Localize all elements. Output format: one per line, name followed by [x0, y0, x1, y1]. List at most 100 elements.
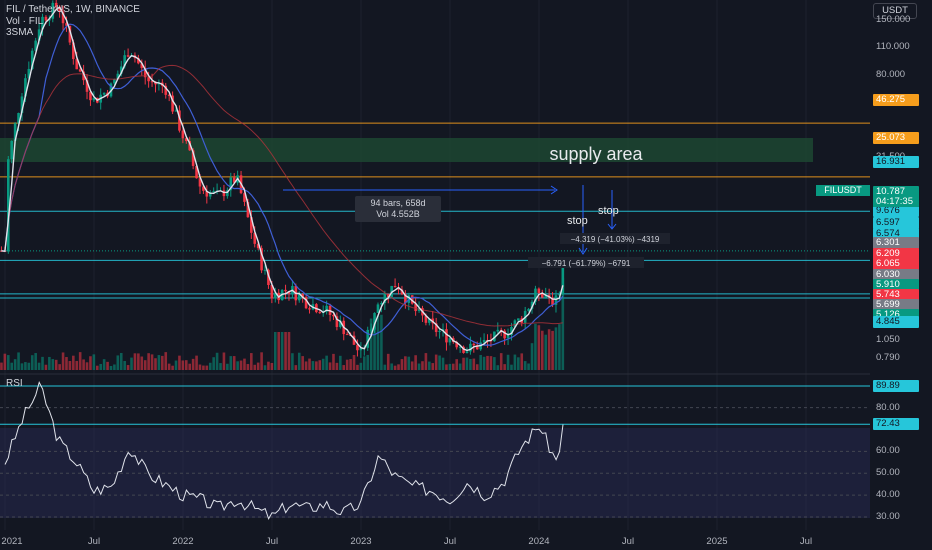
- measure-arrow-1: [578, 247, 588, 255]
- candle-body: [345, 334, 349, 336]
- volume-bar: [222, 352, 226, 370]
- candle-body: [503, 330, 506, 339]
- candle-body: [517, 318, 520, 321]
- candle-body: [318, 312, 322, 314]
- candle-body: [424, 315, 428, 323]
- volume-bar: [540, 330, 544, 370]
- sma-indicator-label[interactable]: 3SMA: [6, 27, 34, 38]
- volume-bar: [191, 358, 195, 370]
- time-axis-tick: 2022: [172, 536, 194, 547]
- volume-bar: [513, 354, 517, 370]
- date-range-box: [355, 196, 441, 222]
- price-marker-label: 9.676: [873, 205, 919, 217]
- candle-body: [92, 97, 96, 101]
- rsi-axis-tick: 30.00: [876, 511, 900, 522]
- volume-bar: [273, 332, 277, 370]
- price-marker-label: 10.787: [873, 186, 919, 198]
- candle-body: [184, 138, 188, 142]
- candle-body: [246, 201, 250, 218]
- volume-bar: [428, 361, 431, 370]
- volume-bar: [558, 324, 561, 370]
- volume-bar: [202, 365, 205, 370]
- volume-bar: [407, 356, 411, 370]
- candle-body: [284, 289, 287, 292]
- volume-bar: [554, 327, 558, 370]
- volume-bar: [263, 365, 267, 370]
- candle-body: [537, 288, 541, 294]
- volume-bar: [256, 362, 260, 370]
- candle-body: [325, 305, 328, 312]
- volume-bar: [30, 355, 34, 370]
- volume-bar: [332, 353, 335, 370]
- volume-bar: [208, 362, 212, 370]
- volume-bar: [356, 364, 359, 370]
- volume-bar: [280, 332, 284, 370]
- volume-bar: [328, 362, 332, 370]
- price-marker-label: 16.931: [873, 156, 919, 168]
- volume-bar: [130, 357, 133, 370]
- volume-bar: [116, 355, 120, 370]
- sma-blue-line: [1, 23, 564, 346]
- volume-bar: [438, 355, 441, 370]
- volume-bar: [321, 358, 325, 370]
- volume-bar: [304, 361, 308, 370]
- volume-indicator-label[interactable]: Vol · FIL: [6, 16, 44, 27]
- candle-body: [434, 323, 438, 332]
- supply-area-zone: [0, 138, 813, 162]
- volume-bar: [113, 364, 116, 370]
- candle-body: [458, 346, 462, 348]
- volume-bar: [277, 332, 281, 370]
- candle-body: [469, 343, 472, 352]
- candle-body: [167, 94, 171, 96]
- volume-bar: [102, 359, 106, 370]
- candle-body: [202, 186, 205, 191]
- rsi-axis-tick: 40.00: [876, 489, 900, 501]
- time-axis-tick: Jul: [621, 536, 635, 547]
- price-axis-tick: 80.000: [876, 69, 906, 81]
- candle-body: [171, 95, 174, 112]
- currency-button[interactable]: USDT: [873, 3, 917, 19]
- volume-bar: [448, 363, 452, 370]
- volume-bar: [373, 321, 376, 370]
- price-marker-label: 25.073: [873, 132, 919, 144]
- volume-bar: [41, 356, 44, 370]
- volume-bar: [54, 359, 58, 370]
- volume-bar: [417, 363, 421, 370]
- stop-label-1: stop: [567, 215, 588, 227]
- sma-white-line: [1, 6, 564, 352]
- price-marker-label: 6.209: [873, 248, 919, 260]
- candle-body: [332, 314, 335, 317]
- candle-body: [82, 71, 85, 81]
- volume-bar: [75, 360, 79, 370]
- volume-bar: [489, 356, 493, 370]
- volume-bar: [380, 314, 383, 370]
- volume-bar: [20, 363, 24, 370]
- volume-bar: [27, 362, 31, 370]
- volume-bar: [421, 361, 424, 370]
- volume-bar: [345, 359, 349, 370]
- volume-bar: [37, 362, 41, 370]
- volume-bar: [109, 365, 113, 370]
- candle-body: [304, 297, 308, 309]
- volume-bar: [414, 355, 417, 370]
- price-axis-tick: 150.000: [876, 14, 911, 25]
- price-marker-label: 5.743: [873, 289, 919, 301]
- candle-body: [475, 345, 479, 350]
- volume-bar: [349, 359, 352, 370]
- volume-bar: [82, 359, 85, 370]
- time-axis-tick: Jul: [87, 536, 101, 547]
- volume-bar: [523, 361, 527, 370]
- candle-body: [462, 346, 465, 353]
- candle-body: [27, 68, 31, 79]
- candle-body: [256, 243, 260, 249]
- candle-body: [308, 308, 311, 310]
- candle-body: [554, 295, 558, 305]
- measure-text-1: −4.319 (−41.03%) −4319: [571, 235, 660, 244]
- volume-bar: [61, 352, 65, 370]
- volume-bar: [462, 357, 465, 370]
- volume-bar: [369, 318, 373, 370]
- volume-bar: [72, 355, 75, 370]
- rsi-indicator-label[interactable]: RSI: [6, 378, 23, 389]
- volume-bar: [147, 353, 150, 370]
